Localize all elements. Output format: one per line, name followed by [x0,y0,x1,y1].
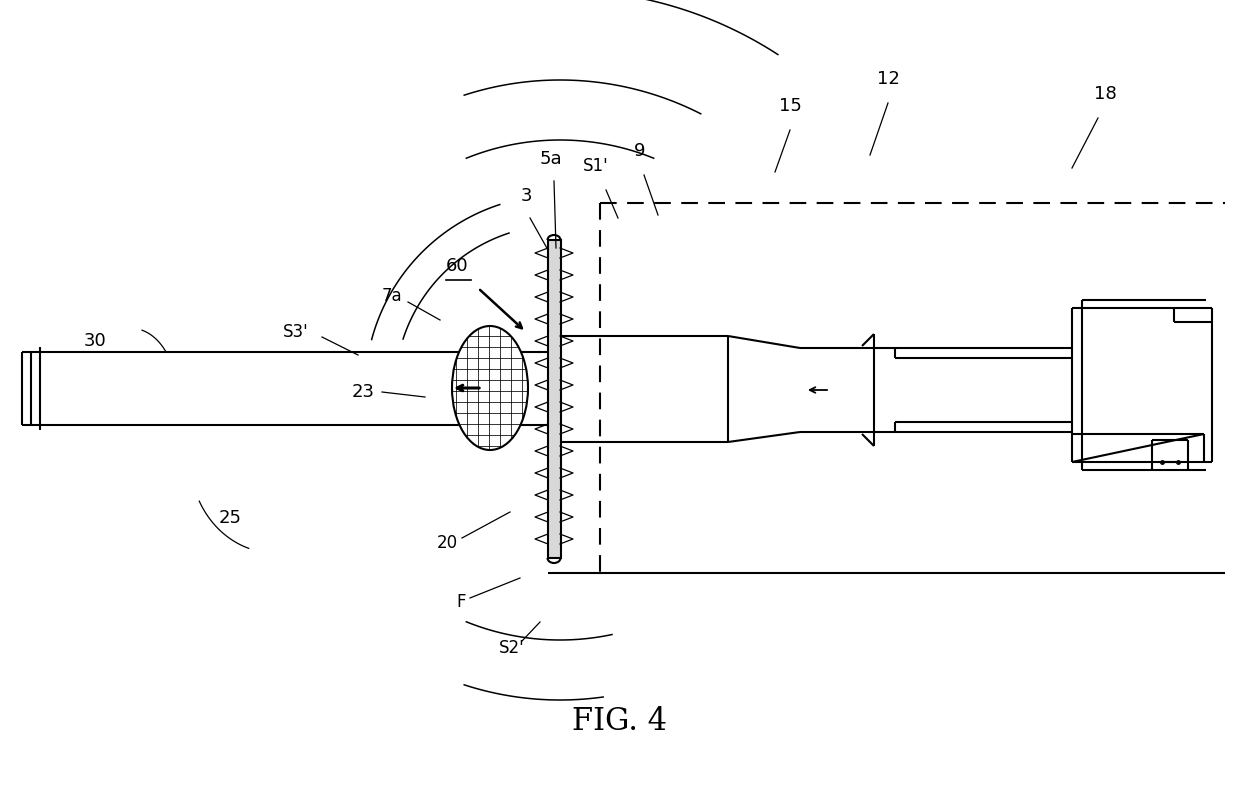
Text: F: F [456,593,466,611]
Text: 12: 12 [876,70,900,88]
Text: 25: 25 [218,509,242,527]
Text: 60: 60 [446,257,468,275]
Text: 15: 15 [778,97,802,115]
Text: 18: 18 [1094,85,1116,103]
Ellipse shape [452,326,528,450]
Text: 23: 23 [352,383,375,401]
Text: FIG. 4: FIG. 4 [572,706,668,738]
Text: S1': S1' [584,157,608,175]
Text: S2': S2' [499,639,525,657]
Text: 20: 20 [436,534,457,552]
Text: 3: 3 [520,187,532,205]
Text: S3': S3' [284,323,309,341]
Bar [548,240,561,558]
Text: 7a: 7a [382,287,403,305]
Text: 5a: 5a [540,150,563,168]
Text: 9: 9 [634,142,646,160]
Text: 30: 30 [83,332,107,350]
